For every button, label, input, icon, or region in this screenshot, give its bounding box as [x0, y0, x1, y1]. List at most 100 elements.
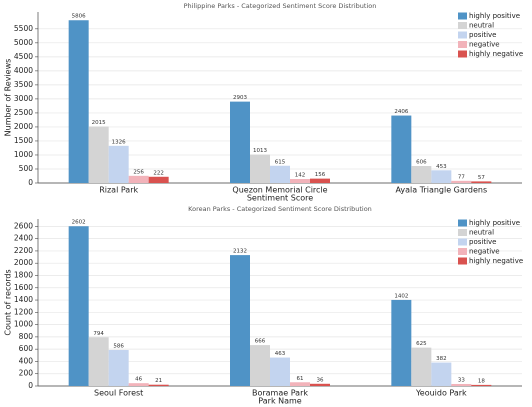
y-tick-label: 3000	[14, 94, 33, 103]
bar	[431, 170, 452, 183]
bar	[230, 101, 250, 183]
value-label: 1326	[112, 139, 126, 145]
value-label: 2015	[92, 120, 106, 126]
y-tick-label: 1200	[14, 307, 33, 316]
bar	[68, 226, 89, 386]
bar	[128, 175, 149, 183]
value-label: 33	[458, 377, 465, 383]
y-tick-label: 400	[19, 356, 34, 365]
chart-title: Philippine Parks - Categorized Sentiment…	[184, 2, 377, 10]
chart: Philippine Parks - Categorized Sentiment…	[4, 2, 524, 203]
bar	[290, 179, 310, 183]
bar	[68, 20, 89, 184]
legend-swatch	[458, 31, 467, 39]
chart-title: Korean Parks - Categorized Sentiment Sco…	[188, 205, 372, 213]
value-label: 222	[153, 170, 164, 176]
bar	[471, 181, 492, 183]
bar	[310, 178, 330, 183]
value-label: 156	[315, 172, 326, 178]
bar	[148, 176, 169, 183]
value-label: 46	[135, 377, 142, 383]
bar	[250, 345, 270, 386]
bar	[431, 362, 452, 386]
bar	[290, 382, 310, 386]
bar	[451, 383, 472, 386]
y-tick-label: 2500	[14, 108, 33, 117]
bar	[88, 126, 109, 183]
y-tick-label: 5500	[14, 24, 33, 33]
bar	[230, 255, 250, 386]
value-label: 61	[297, 376, 304, 382]
bar	[270, 165, 290, 183]
bar	[411, 166, 432, 183]
bar	[108, 145, 129, 183]
value-label: 2903	[233, 95, 247, 101]
y-axis-label: Number of Reviews	[4, 59, 13, 137]
y-tick-label: 0	[28, 178, 33, 187]
value-label: 666	[255, 339, 266, 345]
legend-label: positive	[469, 238, 496, 246]
value-label: 2602	[72, 220, 86, 226]
bar	[270, 357, 290, 386]
x-tick-label: Boramae Park	[252, 389, 308, 398]
legend-label: highly negative	[469, 257, 523, 265]
legend-label: neutral	[469, 22, 494, 30]
y-tick-label: 3500	[14, 80, 33, 89]
legend-label: highly positive	[469, 219, 520, 227]
y-tick-label: 2000	[14, 122, 33, 131]
y-tick-label: 4500	[14, 52, 33, 61]
x-tick-label: Quezon Memorial Circle	[232, 186, 327, 195]
y-tick-label: 1500	[14, 136, 33, 145]
legend-swatch	[458, 50, 467, 58]
y-tick-label: 1800	[14, 270, 33, 279]
y-tick-label: 2600	[14, 221, 33, 230]
bar	[391, 115, 412, 183]
legend-label: neutral	[469, 229, 494, 237]
value-label: 625	[416, 341, 427, 347]
legend-label: negative	[469, 41, 500, 49]
value-label: 463	[275, 351, 286, 357]
value-label: 1013	[253, 148, 267, 154]
bar	[108, 350, 129, 386]
legend-swatch	[458, 12, 467, 20]
value-label: 606	[416, 160, 427, 166]
value-label: 36	[317, 377, 324, 383]
y-tick-label: 1600	[14, 283, 33, 292]
y-axis-label: Count of records	[4, 269, 13, 335]
value-label: 142	[295, 173, 306, 179]
y-tick-label: 600	[19, 344, 34, 353]
bar	[411, 347, 432, 386]
legend-label: highly negative	[469, 50, 523, 58]
value-label: 5806	[72, 14, 86, 20]
y-tick-label: 0	[28, 381, 33, 390]
bar	[391, 299, 412, 386]
value-label: 586	[113, 344, 124, 350]
bar	[88, 337, 109, 386]
y-tick-label: 2000	[14, 258, 33, 267]
x-tick-label: Seoul Forest	[94, 389, 143, 398]
bar	[451, 180, 472, 183]
y-tick-label: 200	[19, 369, 34, 378]
legend-swatch	[458, 248, 467, 255]
legend-swatch	[458, 22, 467, 29]
y-tick-label: 1000	[14, 150, 33, 159]
y-tick-label: 1400	[14, 295, 33, 304]
value-label: 794	[93, 331, 104, 337]
bar	[310, 383, 330, 386]
value-label: 2132	[233, 249, 247, 255]
x-axis-label: Sentiment Score	[247, 194, 313, 203]
legend-swatch	[458, 229, 467, 236]
value-label: 57	[478, 175, 485, 181]
value-label: 615	[275, 159, 286, 165]
legend-label: highly positive	[469, 12, 520, 20]
y-tick-label: 2200	[14, 246, 33, 255]
value-label: 1402	[394, 293, 408, 299]
bar	[471, 384, 492, 386]
legend-swatch	[458, 257, 467, 265]
value-label: 18	[478, 378, 485, 384]
bar	[250, 154, 270, 183]
value-label: 382	[436, 356, 447, 362]
chart: Korean Parks - Categorized Sentiment Sco…	[4, 205, 524, 406]
x-tick-label: Ayala Triangle Gardens	[395, 186, 487, 195]
